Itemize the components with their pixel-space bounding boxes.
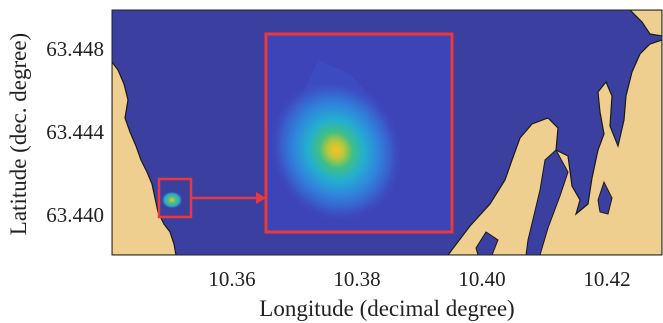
y-tick-label: 63.448	[46, 37, 104, 61]
x-tick-label: 10.40	[458, 267, 505, 291]
highlight-box	[157, 177, 193, 219]
land-west	[112, 60, 177, 255]
y-tick-label: 63.444	[46, 120, 104, 144]
channel-1	[525, 149, 569, 255]
x-tick-label: 10.36	[208, 267, 255, 291]
channel-2	[597, 180, 613, 215]
y-tick-label: 63.440	[46, 203, 104, 227]
zoom-arrow-head	[256, 192, 266, 204]
x-tick-label: 10.42	[583, 267, 630, 291]
channel-3	[475, 231, 499, 255]
y-axis-label: Latitude (dec. degree)	[6, 33, 31, 235]
land-northeast	[629, 10, 662, 37]
hotspot-marker	[161, 191, 183, 209]
plot-border	[111, 9, 663, 256]
inset-zoom	[264, 32, 454, 234]
y-axis: 63.440 63.444 63.448 Latitude (dec. degr…	[6, 33, 105, 235]
x-tick-label: 10.38	[333, 267, 380, 291]
x-axis-label: Longitude (decimal degree)	[259, 296, 514, 321]
x-axis: 10.36 10.38 10.40 10.42 Longitude (decim…	[208, 267, 630, 321]
inset-frame	[264, 32, 454, 234]
